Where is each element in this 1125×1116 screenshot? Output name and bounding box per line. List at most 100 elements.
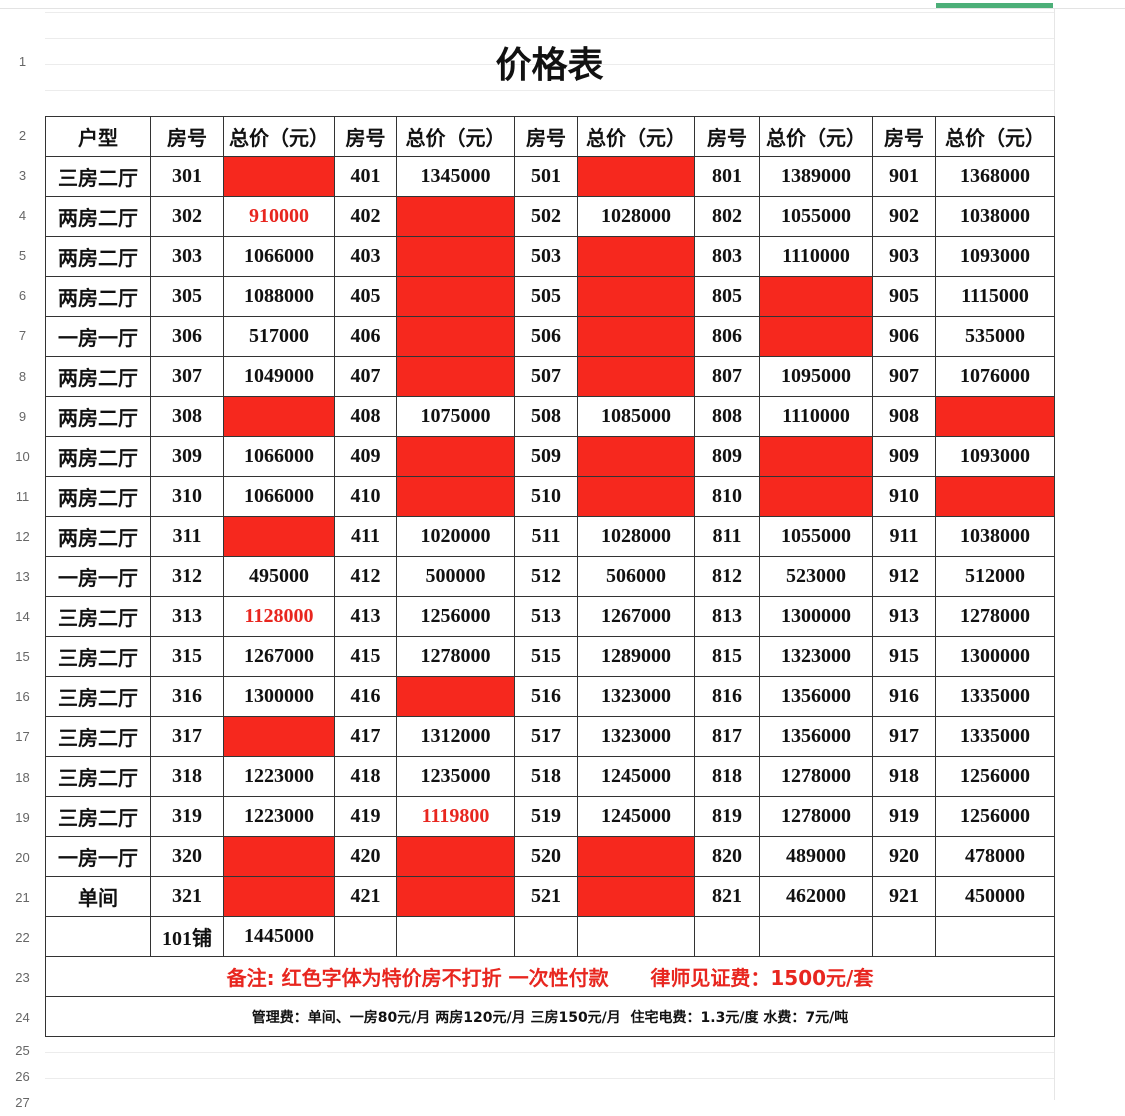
room-number-cell[interactable]: 806: [694, 316, 760, 357]
price-cell[interactable]: 1345000: [396, 156, 515, 197]
room-number-cell[interactable]: 817: [694, 716, 760, 757]
room-number-cell[interactable]: 405: [334, 276, 397, 317]
price-cell[interactable]: 512000: [935, 556, 1055, 597]
room-number-cell[interactable]: 503: [514, 236, 578, 277]
room-number-cell[interactable]: [334, 916, 397, 957]
price-cell[interactable]: 1223000: [223, 756, 335, 797]
room-number-cell[interactable]: 910: [872, 476, 936, 517]
price-cell[interactable]: 910000: [223, 196, 335, 237]
room-number-cell[interactable]: 903: [872, 236, 936, 277]
room-number-cell[interactable]: 409: [334, 436, 397, 477]
price-cell[interactable]: 450000: [935, 876, 1055, 917]
unit-type-cell[interactable]: 两房二厅: [45, 276, 151, 317]
sold-price-cell[interactable]: [223, 516, 335, 557]
price-cell[interactable]: [935, 916, 1055, 957]
sold-price-cell[interactable]: [396, 676, 515, 717]
room-number-cell[interactable]: 415: [334, 636, 397, 677]
price-cell[interactable]: 1356000: [759, 676, 873, 717]
row-number[interactable]: 8: [18, 368, 27, 384]
room-number-cell[interactable]: 506: [514, 316, 578, 357]
price-cell[interactable]: 462000: [759, 876, 873, 917]
price-cell[interactable]: 1095000: [759, 356, 873, 397]
room-number-cell[interactable]: 808: [694, 396, 760, 437]
price-cell[interactable]: 1368000: [935, 156, 1055, 197]
row-number[interactable]: 10: [15, 448, 30, 464]
room-number-cell[interactable]: 309: [150, 436, 224, 477]
price-cell[interactable]: 1267000: [577, 596, 695, 637]
room-number-cell[interactable]: 906: [872, 316, 936, 357]
row-number[interactable]: 17: [15, 729, 30, 745]
price-cell[interactable]: 1066000: [223, 436, 335, 477]
unit-type-cell[interactable]: 两房二厅: [45, 476, 151, 517]
room-number-cell[interactable]: 502: [514, 196, 578, 237]
price-cell[interactable]: 1300000: [223, 676, 335, 717]
room-number-cell[interactable]: 306: [150, 316, 224, 357]
room-number-cell[interactable]: 302: [150, 196, 224, 237]
column-header[interactable]: 总价（元）: [396, 116, 515, 157]
price-cell[interactable]: 1076000: [935, 356, 1055, 397]
price-cell[interactable]: 506000: [577, 556, 695, 597]
price-cell[interactable]: 1223000: [223, 796, 335, 837]
room-number-cell[interactable]: 907: [872, 356, 936, 397]
room-number-cell[interactable]: 410: [334, 476, 397, 517]
column-header[interactable]: 总价（元）: [223, 116, 335, 157]
unit-type-cell[interactable]: 三房二厅: [45, 156, 151, 197]
room-number-cell[interactable]: 403: [334, 236, 397, 277]
row-number[interactable]: 26: [15, 1069, 30, 1084]
column-header[interactable]: 房号: [150, 116, 224, 157]
price-cell[interactable]: 1356000: [759, 716, 873, 757]
room-number-cell[interactable]: [694, 916, 760, 957]
room-number-cell[interactable]: 813: [694, 596, 760, 637]
room-number-cell[interactable]: 902: [872, 196, 936, 237]
price-cell[interactable]: 1093000: [935, 236, 1055, 277]
room-number-cell[interactable]: 305: [150, 276, 224, 317]
room-number-cell[interactable]: 303: [150, 236, 224, 277]
price-cell[interactable]: 1028000: [577, 196, 695, 237]
room-number-cell[interactable]: 406: [334, 316, 397, 357]
room-number-cell[interactable]: 508: [514, 396, 578, 437]
sold-price-cell[interactable]: [223, 396, 335, 437]
price-cell[interactable]: 1075000: [396, 396, 515, 437]
room-number-cell[interactable]: 821: [694, 876, 760, 917]
sold-price-cell[interactable]: [396, 436, 515, 477]
room-number-cell[interactable]: 419: [334, 796, 397, 837]
unit-type-cell[interactable]: 两房二厅: [45, 516, 151, 557]
price-cell[interactable]: 1119800: [396, 796, 515, 837]
sold-price-cell[interactable]: [577, 316, 695, 357]
room-number-cell[interactable]: 911: [872, 516, 936, 557]
sold-price-cell[interactable]: [396, 316, 515, 357]
price-cell[interactable]: 1055000: [759, 196, 873, 237]
row-number[interactable]: 13: [15, 569, 30, 584]
room-number-cell[interactable]: 512: [514, 556, 578, 597]
unit-type-cell[interactable]: 三房二厅: [45, 636, 151, 677]
unit-type-cell[interactable]: 一房一厅: [45, 316, 151, 357]
sold-price-cell[interactable]: [396, 276, 515, 317]
unit-type-cell[interactable]: 三房二厅: [45, 676, 151, 717]
sold-price-cell[interactable]: [577, 356, 695, 397]
room-number-cell[interactable]: 812: [694, 556, 760, 597]
row-number[interactable]: 7: [18, 328, 27, 344]
row-number[interactable]: 23: [15, 970, 30, 985]
sold-price-cell[interactable]: [223, 876, 335, 917]
room-number-cell[interactable]: 402: [334, 196, 397, 237]
price-cell[interactable]: 1445000: [223, 916, 335, 957]
unit-type-cell[interactable]: 三房二厅: [45, 796, 151, 837]
unit-type-cell[interactable]: 一房一厅: [45, 836, 151, 877]
price-cell[interactable]: 1278000: [759, 756, 873, 797]
price-cell[interactable]: [577, 916, 695, 957]
room-number-cell[interactable]: [514, 916, 578, 957]
price-cell[interactable]: 1085000: [577, 396, 695, 437]
price-cell[interactable]: 517000: [223, 316, 335, 357]
room-number-cell[interactable]: 816: [694, 676, 760, 717]
room-number-cell[interactable]: 311: [150, 516, 224, 557]
sold-price-cell[interactable]: [759, 276, 873, 317]
row-number[interactable]: 21: [15, 889, 30, 905]
sold-price-cell[interactable]: [577, 156, 695, 197]
room-number-cell[interactable]: 321: [150, 876, 224, 917]
price-cell[interactable]: 1038000: [935, 516, 1055, 557]
unit-type-cell[interactable]: 三房二厅: [45, 596, 151, 637]
price-cell[interactable]: 1235000: [396, 756, 515, 797]
row-number[interactable]: 18: [15, 769, 30, 785]
room-number-cell[interactable]: 308: [150, 396, 224, 437]
sold-price-cell[interactable]: [223, 716, 335, 757]
